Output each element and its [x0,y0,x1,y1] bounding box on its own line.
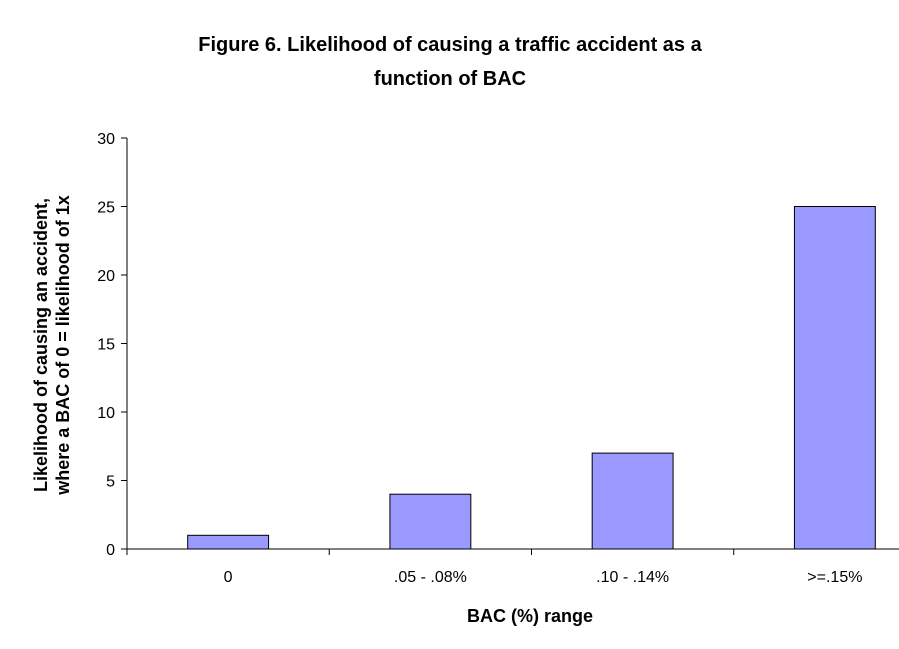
y-tick-label-6: 30 [97,131,115,148]
y-axis-title: Likelihood of causing an accident, where… [31,195,73,496]
x-tick-label-1: .05 - .08% [394,569,467,586]
bar-0 [187,534,270,550]
y-tick-label-1: 5 [106,474,115,491]
y-axis-title-line-2: where a BAC of 0 = likelihood of 1x [53,195,73,496]
y-tick-label-4: 20 [97,268,115,285]
x-axis: 0 .05 - .08% .10 - .14% >=.15% [126,548,899,586]
chart-title-line-1: Figure 6. Likelihood of causing a traffi… [198,34,702,56]
y-axis-title-line-1: Likelihood of causing an accident, [31,198,51,492]
x-tick-label-2: .10 - .14% [596,569,669,586]
y-tick-label-0: 0 [106,542,115,559]
x-tick-label-0: 0 [224,569,233,586]
bar-2 [591,452,674,550]
chart-title-line-2: function of BAC [374,68,526,90]
y-tick-label-5: 25 [97,200,115,217]
x-tick-label-3: >=.15% [807,569,862,586]
bar-1 [389,493,472,550]
x-axis-title: BAC (%) range [467,606,593,626]
bar-3 [793,206,876,550]
y-tick-label-2: 10 [97,405,115,422]
bars-group [187,206,876,550]
chart-title: Figure 6. Likelihood of causing a traffi… [198,34,702,90]
y-axis: 0 5 10 15 20 25 30 [97,131,128,559]
y-tick-label-3: 15 [97,337,115,354]
